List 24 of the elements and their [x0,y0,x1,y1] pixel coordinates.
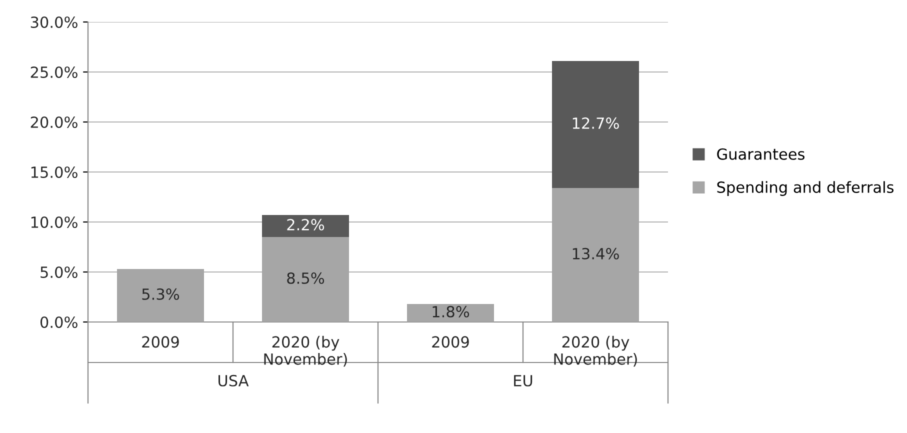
bar [262,215,349,237]
bar [552,61,639,188]
x-tick-label: 2009 [432,336,469,348]
x-tick-label: 2009 [142,336,179,348]
data-label: 8.5% [287,272,324,284]
text: USA [218,374,249,386]
bar [407,304,494,322]
x-tick-label: 2020 (by November) [554,336,637,367]
data-label: 13.4% [572,248,619,260]
y-tick-label: 20.0% [30,116,78,128]
data-label: 12.7% [572,117,619,129]
data-label: 2.2% [287,218,324,230]
x-tick-label: 2020 (by November) [264,336,347,367]
y-tick-label: 10.0% [31,216,78,228]
legend-label: Spending and deferrals [717,181,894,196]
y-tick-label: 15.0% [31,166,78,178]
y-tick-label: 30.0% [30,16,78,28]
data-label: 1.8% [432,306,470,318]
data-label: 5.3% [142,288,180,300]
y-tick-label: 5.0% [40,266,78,278]
y-tick-label: 0.0% [40,316,78,328]
text: EU [514,375,532,386]
legend-label: Guarantees [717,148,804,160]
y-tick-label: 25.0% [30,66,78,78]
